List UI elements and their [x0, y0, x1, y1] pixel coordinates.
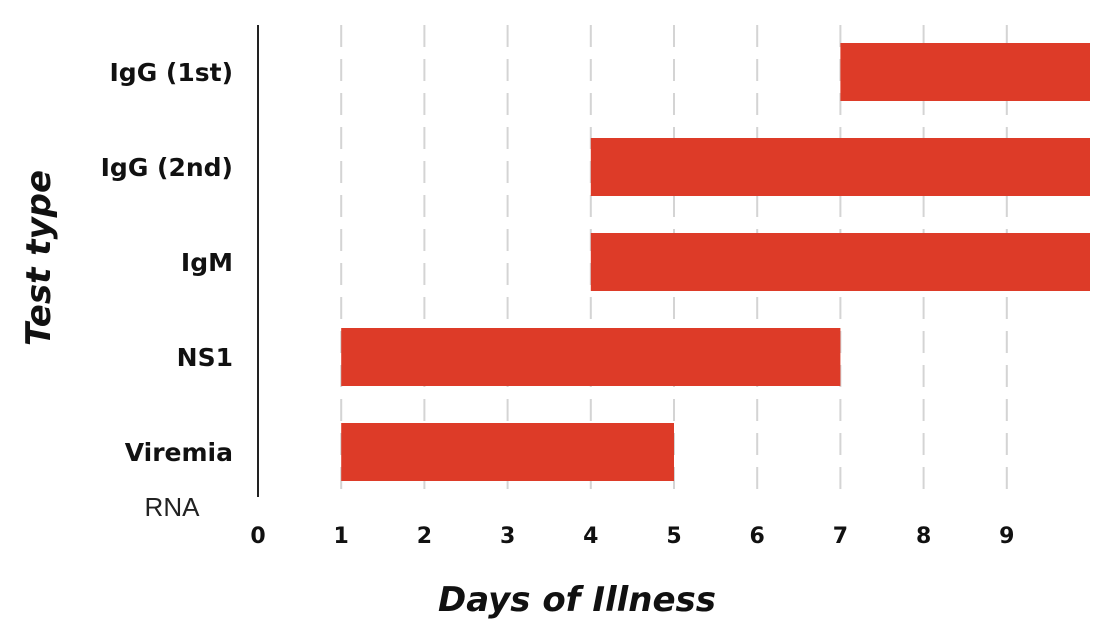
x-tick-3: 3 [500, 524, 515, 549]
category-labels: IgG (1st) IgG (2nd) IgM NS1 Viremia [101, 58, 233, 467]
x-tick-6: 6 [750, 524, 765, 549]
grid-lines [340, 25, 1008, 497]
x-tick-0: 0 [250, 524, 265, 549]
bar-4 [341, 328, 841, 386]
rna-note: RNA [145, 492, 201, 522]
x-tick-8: 8 [916, 524, 931, 549]
bar-5 [341, 423, 674, 481]
y-axis-title: Test type [19, 170, 59, 346]
x-tick-7: 7 [833, 524, 848, 549]
category-label-2: IgG (2nd) [101, 153, 233, 182]
x-tick-9: 9 [999, 524, 1014, 549]
x-tick-5: 5 [666, 524, 681, 549]
x-tick-labels: 0 1 2 3 4 5 6 7 8 9 [250, 524, 1014, 549]
category-label-1: IgG (1st) [110, 58, 234, 87]
x-tick-1: 1 [334, 524, 349, 549]
x-tick-4: 4 [583, 524, 598, 549]
category-label-3: IgM [181, 248, 233, 277]
x-axis-title: Days of Illness [438, 580, 716, 620]
bar-3 [590, 233, 1090, 291]
category-label-4: NS1 [177, 343, 233, 372]
bar-1 [840, 43, 1090, 101]
category-label-5: Viremia [125, 438, 233, 467]
x-tick-2: 2 [417, 524, 432, 549]
bars [341, 43, 1090, 481]
bar-2 [590, 138, 1090, 196]
